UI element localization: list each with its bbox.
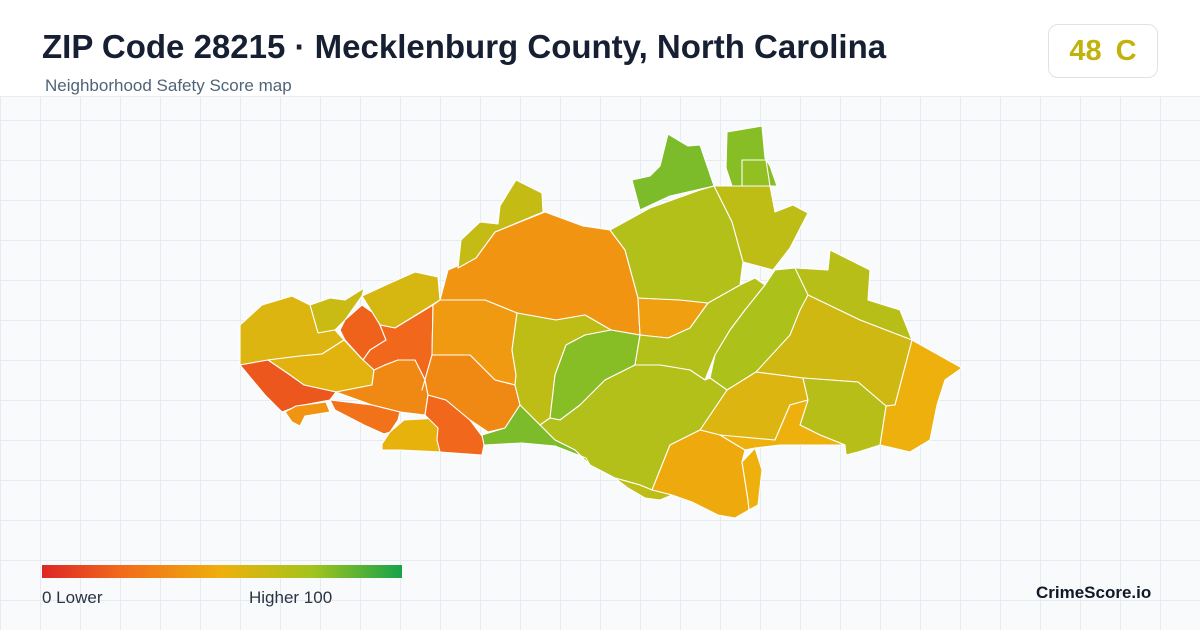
- map-region-nw-tip[interactable]: [457, 179, 544, 269]
- legend-min-label: 0 Lower: [42, 588, 103, 607]
- page-title: ZIP Code 28215 · Mecklenburg County, Nor…: [42, 28, 887, 65]
- score-value: 48: [1069, 34, 1102, 67]
- legend-gradient-bar: [42, 565, 402, 578]
- map-region-c-west-2[interactable]: [421, 354, 521, 433]
- map-region-s-yellow-2[interactable]: [719, 399, 846, 451]
- brand-label: CrimeScore.io: [1036, 583, 1152, 602]
- header-band: [0, 0, 1200, 97]
- score-badge: 48 C: [1048, 24, 1158, 78]
- map-region-s-strip[interactable]: [481, 404, 591, 466]
- map-regions: [239, 125, 963, 519]
- score-grade: C: [1115, 34, 1137, 67]
- page-subtitle: Neighborhood Safety Score map: [45, 76, 292, 95]
- map-region-s-tail[interactable]: [614, 477, 673, 501]
- map-region-sw-red[interactable]: [239, 359, 337, 413]
- map-region-e-edge[interactable]: [879, 339, 963, 453]
- map-region-n-annex-2[interactable]: [741, 159, 771, 187]
- map-region-n-top[interactable]: [631, 133, 715, 211]
- map-region-e-green-2[interactable]: [609, 185, 744, 304]
- map-region-s-yellow-3[interactable]: [741, 447, 763, 511]
- map-region-sw-tab[interactable]: [284, 401, 331, 427]
- legend-max-label: Higher 100: [249, 588, 333, 607]
